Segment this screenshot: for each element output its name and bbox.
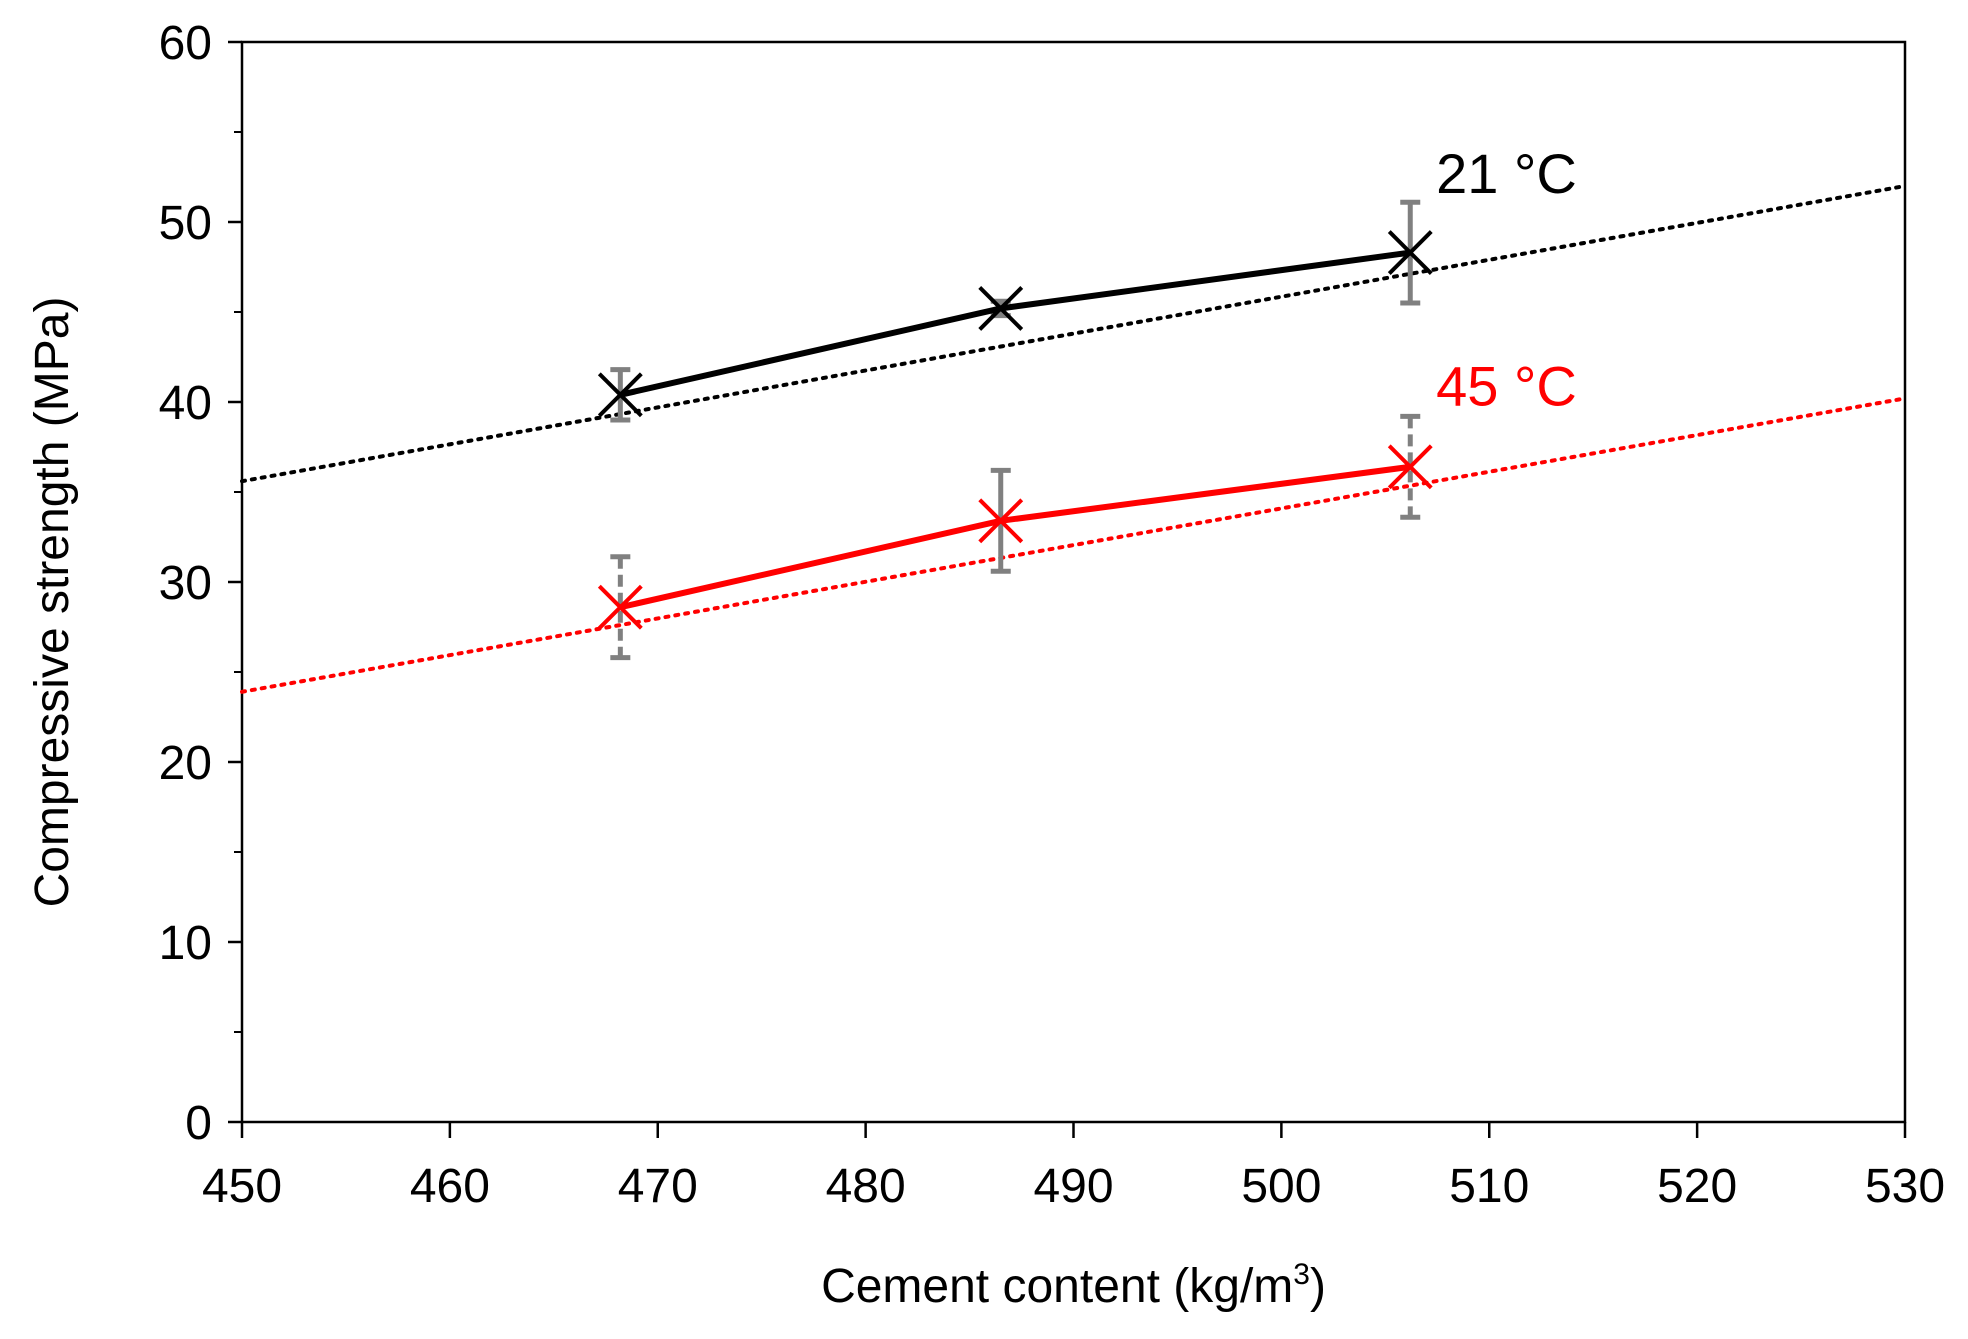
y-tick-label: 30 bbox=[159, 557, 212, 610]
series-label: 45 °C bbox=[1436, 354, 1577, 417]
x-tick-label: 500 bbox=[1241, 1160, 1321, 1213]
x-tick-label: 510 bbox=[1449, 1160, 1529, 1213]
y-tick-label: 50 bbox=[159, 197, 212, 250]
trendline bbox=[240, 396, 1907, 694]
x-tick-label: 490 bbox=[1033, 1160, 1113, 1213]
data-point-marker bbox=[978, 498, 1024, 544]
y-tick-label: 60 bbox=[159, 17, 212, 70]
y-tick-label: 20 bbox=[159, 737, 212, 790]
x-tick-label: 530 bbox=[1865, 1160, 1945, 1213]
data-point-marker bbox=[1387, 230, 1433, 276]
x-tick-label: 480 bbox=[826, 1160, 906, 1213]
data-point-marker bbox=[597, 584, 643, 630]
x-tick-label: 460 bbox=[410, 1160, 490, 1213]
axes: 0 10 20 30 40 50 60 450 460 470 480 490 500 510 520 530 bbox=[159, 17, 1945, 1213]
series-label: 21 °C bbox=[1436, 142, 1577, 205]
labels: 21 °C 45 °C bbox=[1436, 142, 1577, 417]
x-axis-title: Cement content (kg/m3) bbox=[821, 1258, 1326, 1313]
trendline bbox=[240, 184, 1907, 484]
plot-frame bbox=[240, 40, 1907, 1124]
y-tick-label: 10 bbox=[159, 917, 212, 970]
x-tick-label: 470 bbox=[618, 1160, 698, 1213]
data-point-marker bbox=[597, 372, 643, 418]
y-tick-label: 40 bbox=[159, 377, 212, 430]
x-tick-label: 450 bbox=[202, 1160, 282, 1213]
y-tick-label: 0 bbox=[185, 1097, 212, 1150]
trendlines bbox=[240, 184, 1907, 694]
y-axis-title: Compressive strength (MPa) bbox=[26, 297, 79, 908]
series-lines bbox=[619, 249, 1411, 611]
markers bbox=[597, 230, 1433, 630]
x-tick-label: 520 bbox=[1657, 1160, 1737, 1213]
data-point-marker bbox=[978, 285, 1024, 331]
data-point-marker bbox=[1387, 444, 1433, 490]
